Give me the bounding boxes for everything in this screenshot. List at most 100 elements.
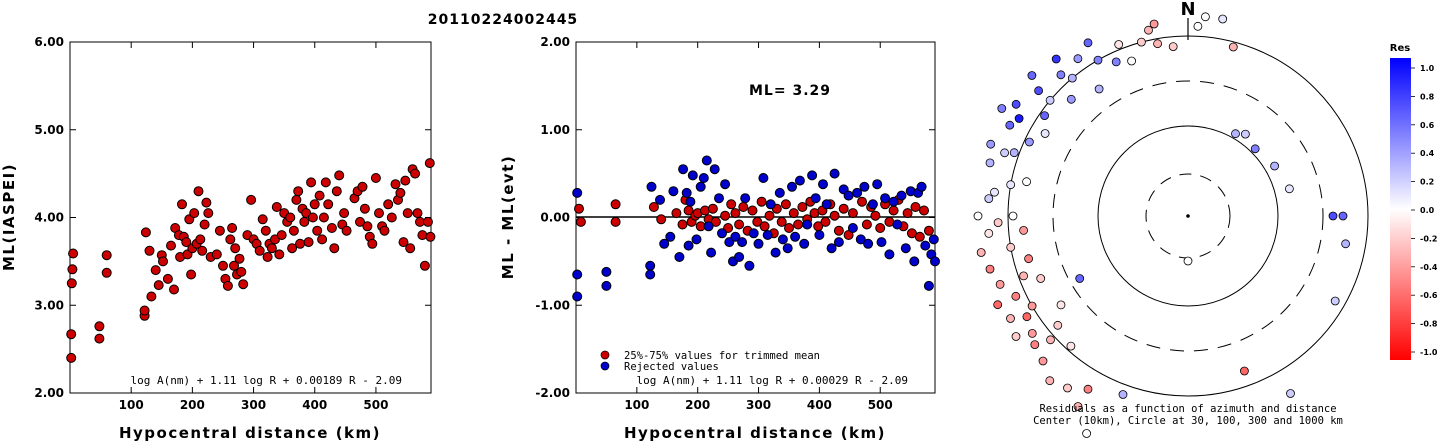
station-point: [1011, 291, 1021, 301]
data-point: [683, 240, 694, 251]
data-point: [861, 219, 872, 230]
station-point: [1338, 211, 1348, 221]
data-point: [379, 225, 390, 236]
station-point: [986, 139, 996, 149]
data-point: [218, 260, 228, 271]
data-point: [317, 234, 328, 245]
data-point: [197, 245, 208, 256]
data-point: [847, 223, 858, 233]
legend-marker-trimmed: [600, 350, 610, 360]
station-point: [1228, 42, 1238, 52]
data-point: [260, 225, 271, 236]
data-point: [720, 179, 731, 190]
data-point: [320, 177, 331, 188]
station-point: [997, 104, 1007, 113]
data-point: [665, 231, 676, 242]
station-point: [1009, 148, 1019, 158]
station-point: [995, 279, 1005, 289]
caption-line-1: Residuals as a function of azimuth and d…: [1039, 403, 1336, 415]
y-tick-label: 1.00: [540, 123, 570, 137]
data-point: [601, 280, 612, 291]
station-point: [1034, 86, 1043, 96]
data-point: [787, 181, 797, 192]
data-point: [234, 253, 245, 264]
data-point: [855, 234, 866, 245]
data-point: [303, 237, 314, 248]
station-point: [1073, 54, 1083, 64]
data-point: [740, 193, 751, 204]
station-point: [1201, 12, 1210, 22]
data-point: [916, 181, 927, 192]
station-point: [1006, 242, 1016, 252]
right-y-axis-label: ML - ML(evt): [499, 155, 517, 279]
data-point: [374, 208, 384, 219]
data-point: [714, 193, 724, 204]
station-point: [1066, 341, 1076, 351]
station-point: [1011, 99, 1021, 109]
data-point: [752, 216, 763, 227]
data-point: [601, 266, 612, 277]
data-point: [671, 208, 682, 219]
data-point: [229, 260, 239, 271]
data-point: [807, 170, 818, 181]
data-point: [695, 181, 706, 192]
station-point: [1063, 383, 1072, 393]
data-point: [762, 230, 773, 240]
data-point: [709, 164, 720, 175]
station-point: [976, 248, 986, 257]
data-point: [738, 202, 749, 212]
data-point: [726, 199, 737, 210]
data-point: [140, 227, 151, 238]
colorbar-tick-label: -0.4: [1420, 263, 1437, 272]
data-point: [852, 187, 863, 198]
data-point: [307, 212, 318, 223]
station-point: [1045, 95, 1055, 105]
data-point: [833, 237, 844, 248]
data-point: [572, 291, 583, 302]
data-point: [299, 216, 310, 227]
data-point: [829, 210, 840, 221]
colorbar-tick-label: 0.0: [1420, 206, 1435, 215]
data-point: [880, 193, 891, 204]
station-point: [1114, 40, 1124, 49]
data-point: [645, 260, 656, 271]
data-point: [770, 247, 781, 258]
figure-title: 20110224002445: [428, 12, 578, 28]
polar-residual-map: N Residuals as a function of azimuth and…: [973, 0, 1369, 438]
station-point: [1046, 335, 1055, 345]
data-point: [246, 194, 257, 205]
data-point: [780, 199, 791, 210]
data-point: [162, 273, 173, 284]
station-point: [1000, 148, 1009, 158]
station-point: [1030, 340, 1040, 350]
data-point: [400, 175, 411, 186]
data-point: [884, 249, 895, 260]
epicenter-marker: [1186, 214, 1190, 218]
y-tick-label: 5.00: [34, 123, 64, 137]
station-point: [1094, 84, 1104, 94]
data-point: [309, 199, 320, 210]
data-point: [383, 199, 394, 210]
station-point: [1168, 42, 1178, 51]
data-point: [843, 190, 854, 201]
data-point: [574, 203, 584, 214]
data-point: [876, 237, 887, 248]
station-point: [1250, 144, 1260, 154]
data-point: [186, 269, 197, 280]
data-point: [417, 230, 428, 241]
data-point: [306, 177, 317, 188]
data-point: [655, 194, 665, 205]
station-point: [1045, 376, 1055, 386]
data-point: [318, 212, 329, 223]
data-point: [139, 305, 150, 316]
station-point: [1083, 38, 1093, 48]
data-point: [362, 221, 373, 232]
data-point: [331, 186, 342, 197]
station-point: [1183, 256, 1193, 266]
station-point: [985, 264, 995, 274]
data-point: [230, 243, 241, 254]
data-point: [405, 243, 416, 254]
data-point: [274, 249, 285, 260]
data-point: [295, 238, 306, 249]
station-point: [1285, 184, 1294, 194]
